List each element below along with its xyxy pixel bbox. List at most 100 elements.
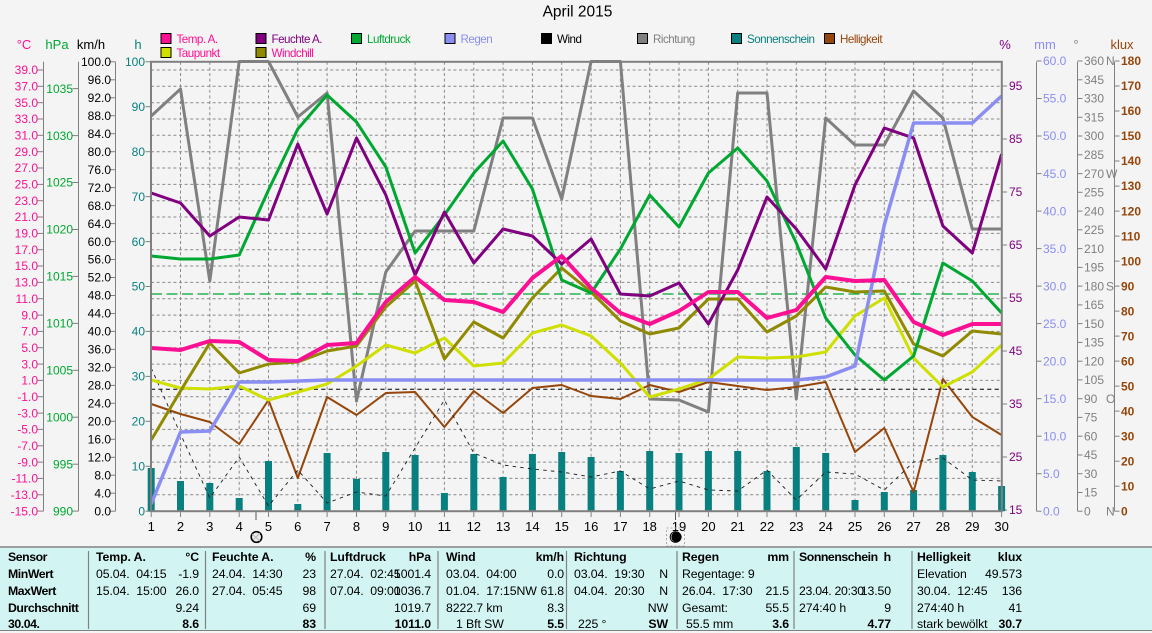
svg-text:5: 5: [265, 519, 272, 534]
svg-text:13.0: 13.0: [15, 276, 39, 290]
svg-text:120: 120: [1084, 354, 1104, 368]
svg-text:12.0: 12.0: [88, 451, 112, 465]
svg-text:50.0: 50.0: [1043, 129, 1067, 143]
svg-text:Windchill: Windchill: [272, 47, 314, 60]
svg-text:1: 1: [148, 519, 155, 534]
svg-text:90: 90: [132, 100, 146, 114]
svg-text:100.0: 100.0: [81, 55, 111, 69]
svg-text:mm: mm: [767, 550, 789, 564]
svg-text:hPa: hPa: [45, 37, 69, 52]
svg-text:Wind: Wind: [446, 550, 476, 564]
svg-text:Richtung: Richtung: [574, 550, 626, 564]
svg-text:MinWert: MinWert: [8, 567, 53, 581]
svg-text:-7.0: -7.0: [17, 439, 38, 453]
svg-text:98: 98: [303, 584, 317, 598]
svg-text:Durchschnitt: Durchschnitt: [8, 601, 79, 615]
svg-text:19: 19: [672, 519, 686, 534]
svg-text:990: 990: [53, 504, 73, 518]
svg-text:Temp. A.: Temp. A.: [96, 550, 146, 564]
svg-text:24.0: 24.0: [88, 397, 112, 411]
svg-text:10.0: 10.0: [1043, 429, 1067, 443]
svg-text:255: 255: [1084, 186, 1104, 200]
svg-text:21: 21: [730, 519, 744, 534]
svg-text:25.0: 25.0: [1043, 317, 1067, 331]
svg-text:°: °: [1073, 37, 1078, 52]
svg-text:Regen: Regen: [682, 550, 719, 564]
svg-text:1011.0: 1011.0: [395, 617, 432, 631]
svg-text:41: 41: [1009, 601, 1023, 615]
svg-text:NW: NW: [648, 601, 669, 615]
svg-text:36.0: 36.0: [88, 343, 112, 357]
svg-text:1010: 1010: [46, 317, 73, 331]
svg-text:0: 0: [1084, 504, 1091, 518]
svg-text:30.7: 30.7: [998, 617, 1022, 631]
svg-text:20: 20: [701, 519, 715, 534]
svg-text:24: 24: [818, 519, 832, 534]
svg-text:N: N: [659, 584, 668, 598]
svg-text:21.5: 21.5: [765, 584, 789, 598]
svg-text:90: 90: [1121, 279, 1135, 293]
svg-text:9.24: 9.24: [175, 601, 199, 615]
svg-text:210: 210: [1084, 242, 1104, 256]
svg-text:Taupunkt: Taupunkt: [177, 47, 221, 60]
svg-text:h: h: [884, 550, 891, 564]
svg-text:Temp. A.: Temp. A.: [177, 33, 218, 46]
svg-text:285: 285: [1084, 148, 1104, 162]
svg-text:5.0: 5.0: [1043, 467, 1060, 481]
svg-text:-13.0: -13.0: [11, 488, 39, 502]
svg-text:55.5: 55.5: [765, 601, 789, 615]
svg-text:15: 15: [1009, 503, 1023, 517]
svg-text:0: 0: [1121, 504, 1128, 518]
svg-text:April 2015: April 2015: [543, 4, 613, 21]
svg-text:56.0: 56.0: [88, 253, 112, 267]
svg-text:29.0: 29.0: [15, 145, 39, 159]
svg-text:W: W: [1106, 167, 1118, 181]
svg-text:21.0: 21.0: [15, 210, 39, 224]
svg-text:10: 10: [408, 519, 422, 534]
svg-text:1020: 1020: [46, 223, 73, 237]
svg-text:-5.0: -5.0: [17, 423, 38, 437]
svg-text:60.0: 60.0: [88, 235, 112, 249]
svg-text:1030: 1030: [46, 129, 73, 143]
svg-text:11: 11: [438, 519, 452, 534]
svg-text:35.0: 35.0: [15, 96, 39, 110]
svg-text:135: 135: [1084, 336, 1104, 350]
svg-text:30.04. 12:45: 30.04. 12:45: [917, 584, 988, 598]
svg-text:35.0: 35.0: [1043, 242, 1067, 256]
svg-text:N: N: [659, 567, 668, 581]
svg-text:270: 270: [1084, 167, 1104, 181]
svg-text:1000: 1000: [46, 410, 73, 424]
svg-text:274:40 h: 274:40 h: [799, 601, 846, 615]
svg-text:Sonnenschein: Sonnenschein: [747, 33, 815, 46]
svg-text:50: 50: [1121, 379, 1135, 393]
svg-text:27.04. 02:45: 27.04. 02:45: [330, 567, 401, 581]
svg-text:20.0: 20.0: [88, 415, 112, 429]
svg-text:11.0: 11.0: [16, 292, 39, 306]
svg-text:105: 105: [1084, 373, 1104, 387]
svg-text:4: 4: [236, 519, 243, 534]
svg-text:1001.4: 1001.4: [394, 567, 431, 581]
svg-text:Feuchte A.: Feuchte A.: [272, 33, 323, 46]
svg-text:100: 100: [125, 55, 145, 69]
svg-text:22: 22: [760, 519, 774, 534]
svg-text:03.04. 19:30: 03.04. 19:30: [574, 567, 645, 581]
svg-text:10: 10: [1121, 479, 1135, 493]
svg-text:1036.7: 1036.7: [394, 584, 431, 598]
svg-text:10: 10: [132, 460, 146, 474]
svg-text:-1.9: -1.9: [178, 567, 199, 581]
svg-text:1019.7: 1019.7: [394, 601, 431, 615]
svg-text:180: 180: [1084, 279, 1104, 293]
svg-text:30.04.: 30.04.: [8, 617, 40, 631]
svg-text:-15.0: -15.0: [11, 504, 39, 518]
svg-text:N: N: [1106, 504, 1115, 518]
svg-text:27.04. 05:45: 27.04. 05:45: [212, 584, 283, 598]
svg-text:9.0: 9.0: [21, 308, 38, 322]
svg-text:28: 28: [936, 519, 950, 534]
svg-text:995: 995: [53, 457, 73, 471]
svg-text:SW: SW: [648, 617, 668, 631]
svg-text:0.0: 0.0: [1043, 504, 1060, 518]
svg-text:80: 80: [132, 145, 146, 159]
svg-text:95: 95: [1009, 79, 1023, 93]
svg-text:07.04. 09:00: 07.04. 09:00: [330, 584, 401, 598]
svg-text:Gesamt:: Gesamt:: [682, 601, 728, 615]
